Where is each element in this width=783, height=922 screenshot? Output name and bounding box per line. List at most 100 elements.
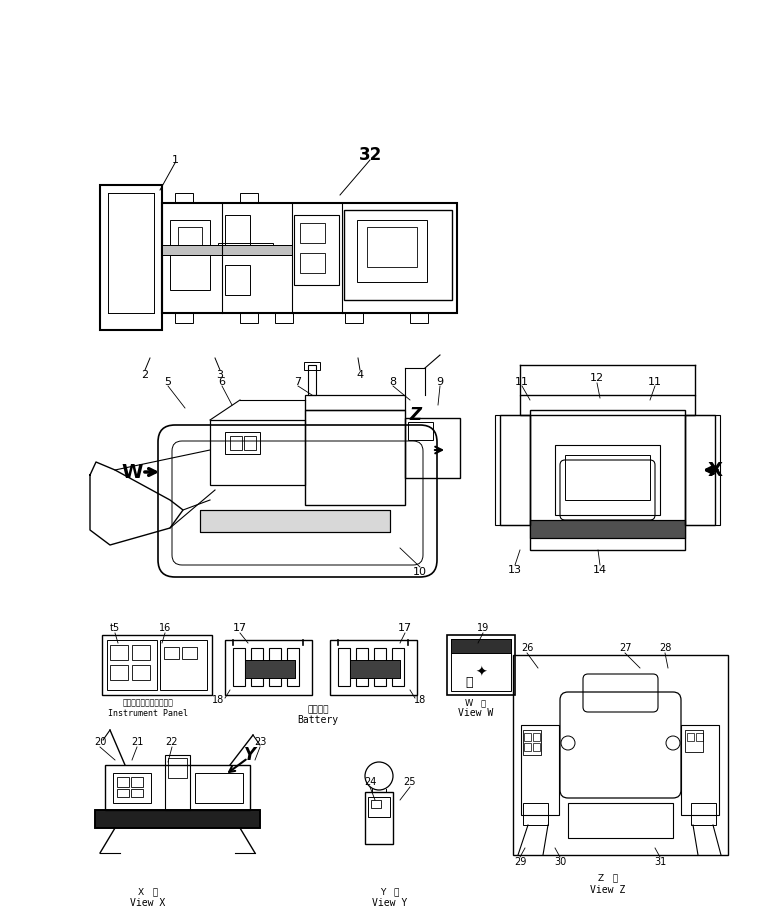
Bar [251,648,263,686]
Text: Y   視: Y 視 [381,888,399,896]
Bar [160,640,207,690]
Bar [524,743,531,751]
Bar [300,223,325,243]
Bar [447,635,515,695]
Bar [107,640,157,690]
Text: 8: 8 [389,377,396,387]
Text: View Y: View Y [373,898,408,908]
Text: 16: 16 [159,623,171,633]
Bar [685,415,715,525]
Bar [110,645,128,660]
Bar [308,365,316,395]
Text: View X: View X [131,898,166,908]
Text: ✦: ✦ [475,666,487,680]
Bar [408,422,433,440]
Bar [240,193,258,203]
Text: 19: 19 [477,623,489,633]
Bar [523,730,541,755]
Bar [287,648,299,686]
Bar [500,415,530,525]
Text: 11: 11 [648,377,662,387]
Text: 17: 17 [233,623,247,633]
Text: 6: 6 [218,377,226,387]
Bar [200,510,390,532]
Bar [178,227,202,245]
Text: 17: 17 [398,623,412,633]
Text: X   視: X 視 [138,888,158,896]
Bar [244,436,256,450]
Text: Y: Y [244,746,256,764]
Bar [175,193,193,203]
Bar [305,395,405,410]
Text: Z   視: Z 視 [598,873,618,882]
Bar [367,227,417,267]
Text: 10: 10 [413,567,427,577]
Bar [338,648,350,686]
Text: 5: 5 [164,377,171,387]
Bar [530,520,685,538]
Text: t5: t5 [110,623,120,633]
Text: 29: 29 [514,857,526,867]
Bar [164,647,179,659]
Text: W: W [121,463,143,481]
Text: View Z: View Z [590,885,626,895]
Text: 26: 26 [521,643,533,653]
Text: 22: 22 [166,737,179,747]
Text: 18: 18 [212,695,224,705]
Bar [530,520,685,538]
Text: 24: 24 [364,777,376,787]
Text: 30: 30 [554,857,566,867]
Bar [356,648,368,686]
Bar [685,730,703,752]
Text: 23: 23 [254,737,266,747]
Text: 11: 11 [515,377,529,387]
Bar [100,185,162,330]
Bar [225,432,260,454]
Text: 7: 7 [294,377,301,387]
Bar [165,755,190,810]
Text: X: X [708,460,723,479]
Bar [374,648,386,686]
Text: 18: 18 [414,695,426,705]
Bar [451,639,511,691]
Text: 2: 2 [142,370,149,380]
Bar [523,803,548,825]
Bar [368,797,390,817]
Bar [565,455,650,500]
Bar [371,800,381,808]
Bar [132,665,150,680]
Bar [170,220,210,290]
Bar [365,792,393,844]
Bar [687,733,694,741]
Bar [568,803,673,838]
Text: 25: 25 [404,777,417,787]
Text: 9: 9 [436,377,443,387]
Bar [230,436,242,450]
Bar [345,313,363,323]
Bar [175,313,193,323]
Text: Instrument Panel: Instrument Panel [108,708,188,717]
Bar [95,810,260,828]
Text: 4: 4 [356,370,363,380]
Text: 27: 27 [619,643,631,653]
Bar [195,773,243,803]
Bar [225,640,312,695]
Bar [495,415,530,525]
Bar [555,445,660,515]
Text: 31: 31 [654,857,666,867]
Bar [696,733,703,741]
Bar [305,410,405,505]
Text: View W: View W [458,708,493,718]
Bar [105,765,250,810]
Bar [304,362,320,370]
Bar [110,665,128,680]
Bar [113,773,151,803]
Bar [521,725,559,815]
Bar [131,789,143,797]
Text: インストルメントパネル: インストルメントパネル [123,699,174,707]
Bar [95,810,260,828]
Bar [685,415,720,525]
Bar [131,777,143,787]
Bar [294,215,339,285]
Bar [533,743,540,751]
